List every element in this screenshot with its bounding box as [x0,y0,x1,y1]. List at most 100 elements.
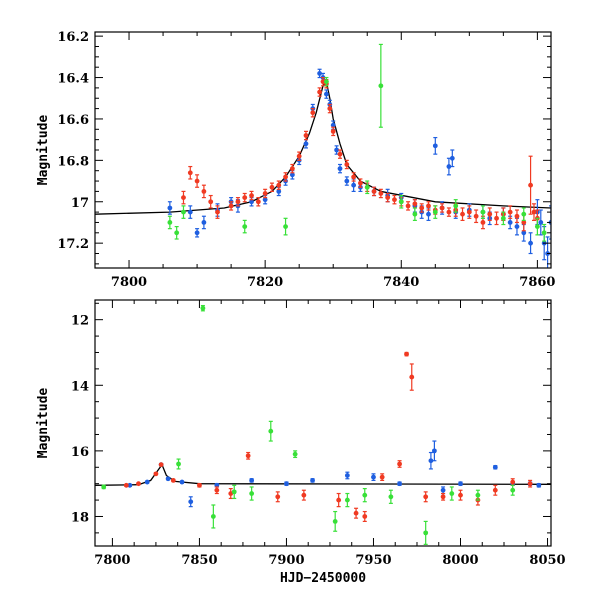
x-tick-label: 8050 [529,553,565,568]
data-point [255,199,261,205]
data-point [187,170,193,176]
x-tick-label: 7900 [268,553,304,568]
data-point [480,209,486,215]
y-axis-title: Magnitude [36,388,51,459]
data-point [336,497,342,503]
data-point [174,230,180,236]
data-point [330,122,336,128]
data-point [303,133,309,138]
x-tick-label: 7840 [383,275,419,290]
data-point [276,189,282,194]
x-tick-label: 7800 [111,275,147,290]
data-point [423,530,429,536]
data-point [332,519,338,524]
data-point [378,191,384,196]
data-point [330,128,336,134]
data-point [446,209,452,215]
data-point [283,174,288,180]
y-tick-label: 17 [71,196,89,211]
data-point [528,182,533,188]
data-point [439,205,445,211]
data-point [127,482,133,488]
data-point [521,230,527,236]
plot-frame [94,299,552,547]
data-point [500,215,506,221]
data-point [334,147,340,153]
x-axis-title: HJD−2450000 [280,571,366,586]
data-point [284,481,289,487]
data-point [397,461,402,467]
data-point [392,197,397,203]
data-point [541,230,547,236]
data-point [362,492,368,498]
data-point [165,476,171,482]
data-point [208,199,214,205]
data-point [200,305,206,311]
data-point [426,211,431,217]
data-point [292,451,298,457]
data-point [440,487,446,493]
x-tick-label: 7850 [181,553,217,568]
data-point [409,374,415,380]
data-point [289,166,295,172]
data-point [245,453,251,459]
data-point [242,195,248,201]
data-point [466,209,472,215]
data-point [242,224,248,229]
data-point [351,182,357,188]
data-point [249,491,255,496]
data-point [301,492,307,498]
data-point [426,203,431,209]
data-point [449,491,455,496]
data-point [296,153,302,159]
data-point [514,213,520,219]
data-point [528,240,533,246]
data-point [475,492,481,498]
data-point [344,497,350,503]
data-point [378,83,384,89]
data-point [385,195,391,201]
data-point [249,193,254,198]
data-point [194,178,200,184]
data-point [423,494,429,500]
data-point [268,428,274,434]
data-point [536,482,542,488]
data-point [123,482,129,488]
data-point [344,162,350,167]
data-point [327,106,333,111]
data-point [492,464,498,470]
data-point [235,199,241,205]
data-point [531,209,537,215]
x-tick-label: 7820 [247,275,283,290]
data-point [269,184,275,190]
data-point [179,479,185,485]
x-tick-label: 7860 [519,275,555,290]
data-point [283,224,288,229]
y-tick-label: 16.8 [57,154,89,169]
data-point [344,178,350,184]
data-point [404,351,409,357]
data-point [351,174,357,180]
data-point [194,230,200,236]
data-point [431,448,437,454]
data-point [344,473,350,478]
data-point [398,199,404,205]
data-point [507,220,513,225]
data-point [214,487,220,493]
x-tick-label: 7800 [94,553,130,568]
data-point [170,478,176,483]
data-point [324,91,329,97]
y-tick-label: 12 [71,314,89,329]
data-point [153,471,159,477]
data-point [527,481,533,487]
data-point [201,220,207,225]
data-point [187,209,193,215]
data-point [167,220,173,225]
model-curve [95,80,551,215]
data-point [337,151,343,157]
data-point [317,71,322,76]
data-point [210,514,216,519]
y-tick-label: 16 [71,445,89,460]
data-point [510,479,516,485]
